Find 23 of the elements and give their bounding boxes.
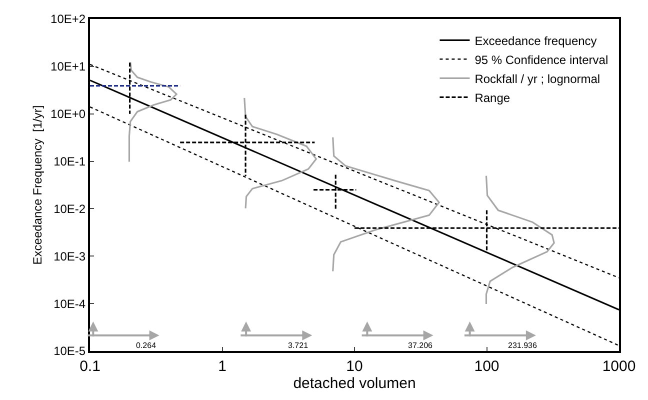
annotation: 231.936	[508, 341, 538, 350]
annotation: 3.721	[288, 341, 309, 350]
y-tick-label: 10E-4	[54, 296, 86, 311]
annotation: 0.264	[136, 341, 157, 350]
x-tick-label: 1	[218, 358, 226, 375]
y-tick-label: 10E+0	[50, 107, 86, 122]
x-tick-label: 100	[474, 358, 500, 375]
y-tick-label: 10E-5	[54, 344, 86, 358]
y-tick-label: 10E-1	[54, 154, 86, 168]
y-tick-label: 10E-3	[54, 249, 86, 264]
x-axis-title: detached volumen	[293, 375, 416, 392]
legend-label: Exceedance frequency	[474, 34, 597, 48]
x-tick-label: 0.1	[80, 358, 100, 375]
y-tick-label: 10E-2	[54, 202, 86, 216]
y-axis-title: Exceedance Frequency [1/yr]	[30, 105, 44, 265]
x-tick-label: 1000	[602, 358, 636, 375]
legend-label: 95 % Confidence interval	[474, 52, 608, 67]
legend-label: Rockfall / yr ; lognormal	[474, 72, 600, 86]
y-tick-label: 10E+2	[50, 12, 86, 26]
y-tick-label: 10E+1	[50, 60, 86, 74]
annotation: 37.206	[408, 341, 434, 350]
legend-label: Range	[474, 90, 510, 105]
x-tick-label: 10	[346, 358, 363, 375]
